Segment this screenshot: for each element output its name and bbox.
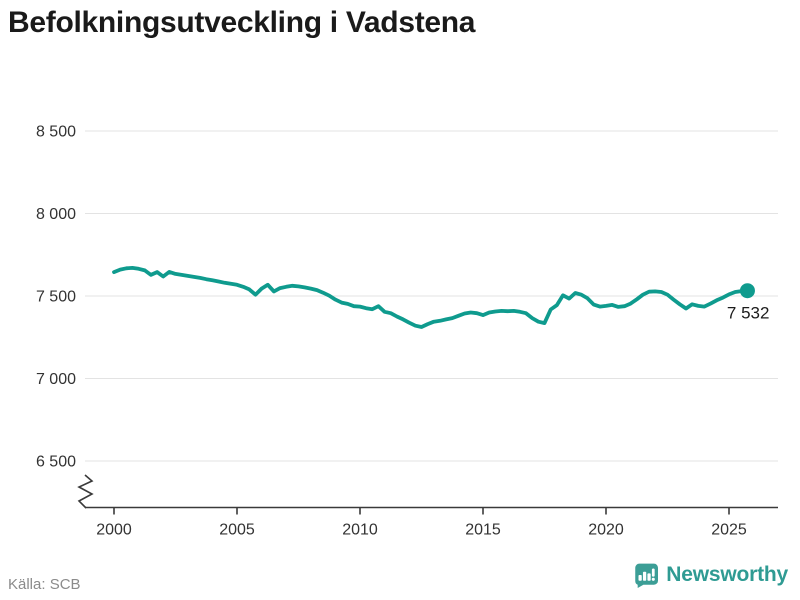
newsworthy-logo[interactable]: Newsworthy <box>632 562 788 588</box>
x-axis-tick-label: 2015 <box>465 522 501 539</box>
chart-title: Befolkningsutveckling i Vadstena <box>8 6 476 39</box>
newsworthy-speech-bubble-chart-icon <box>635 563 659 588</box>
latest-value-label: 7 532 <box>727 304 770 323</box>
source-caption: Källa: SCB <box>8 576 81 593</box>
population-line <box>112 266 750 329</box>
y-axis-tick-label: 7 000 <box>36 371 76 388</box>
y-axis-tick-label: 8 500 <box>36 124 76 141</box>
y-axis-break-icon <box>77 474 94 509</box>
x-axis-tick-label: 2000 <box>96 522 132 539</box>
x-axis-tick-label: 2005 <box>219 522 255 539</box>
y-axis-tick-label: 8 000 <box>36 206 76 223</box>
y-axis-tick-label: 6 500 <box>36 454 76 471</box>
newsworthy-wordmark: Newsworthy <box>666 563 788 586</box>
x-axis-tick-label: 2010 <box>342 522 378 539</box>
x-axis-tick-label: 2025 <box>711 522 747 539</box>
latest-value-dot <box>739 283 755 299</box>
y-axis-tick-label: 7 500 <box>36 289 76 306</box>
x-axis-tick-label: 2020 <box>588 522 624 539</box>
population-chart: 6 500 7 000 7 500 8 000 8 500 7 532 2000 2005 20… <box>36 124 778 539</box>
